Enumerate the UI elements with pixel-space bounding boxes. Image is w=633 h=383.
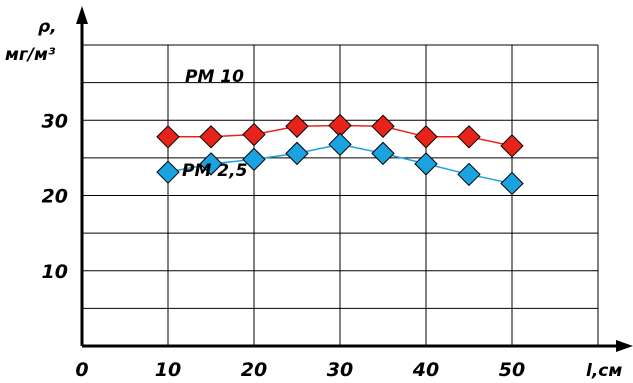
x-tick-label: 10 [155, 359, 181, 381]
y-axis-arrow [76, 6, 88, 24]
x-tick-label: 30 [327, 359, 353, 381]
y-tick-label: 20 [42, 186, 68, 208]
y-axis-title-line1: ρ, [38, 17, 57, 37]
data-point-marker [199, 152, 223, 176]
x-tick-label: 20 [241, 359, 267, 381]
data-point-marker [242, 122, 266, 147]
data-point-marker [414, 152, 438, 176]
data-point-marker [500, 134, 524, 158]
data-point-marker [328, 132, 352, 157]
x-tick-label: 0 [75, 359, 88, 381]
data-point-marker [285, 114, 309, 138]
data-point-marker [457, 125, 481, 149]
y-axis-title-line2: мг/м³ [5, 45, 56, 65]
chart-grid [82, 44, 599, 346]
data-point-marker [500, 171, 524, 196]
x-tick-label: 40 [412, 359, 439, 381]
data-point-marker [457, 162, 481, 187]
data-point-marker [242, 147, 266, 172]
y-tick-label: 30 [42, 110, 68, 132]
chart-tick-labels: 0 10 20 30 40 50 10 20 30 [42, 110, 526, 381]
data-point-marker [156, 160, 180, 184]
chart-series [156, 113, 524, 196]
data-point-marker [156, 125, 180, 149]
x-tick-label: 50 [499, 359, 525, 381]
data-point-marker [285, 141, 309, 166]
series-label-pm10: PM 10 [185, 67, 244, 87]
series-label-pm25: PM 2,5 [182, 161, 247, 181]
data-point-marker [371, 114, 395, 138]
data-point-marker [371, 141, 395, 166]
x-axis-title: l,см [586, 361, 622, 381]
chart-axes [76, 6, 633, 352]
y-tick-label: 10 [42, 261, 68, 283]
data-point-marker [414, 125, 438, 149]
x-axis-arrow [616, 340, 633, 352]
data-point-marker [199, 125, 223, 149]
